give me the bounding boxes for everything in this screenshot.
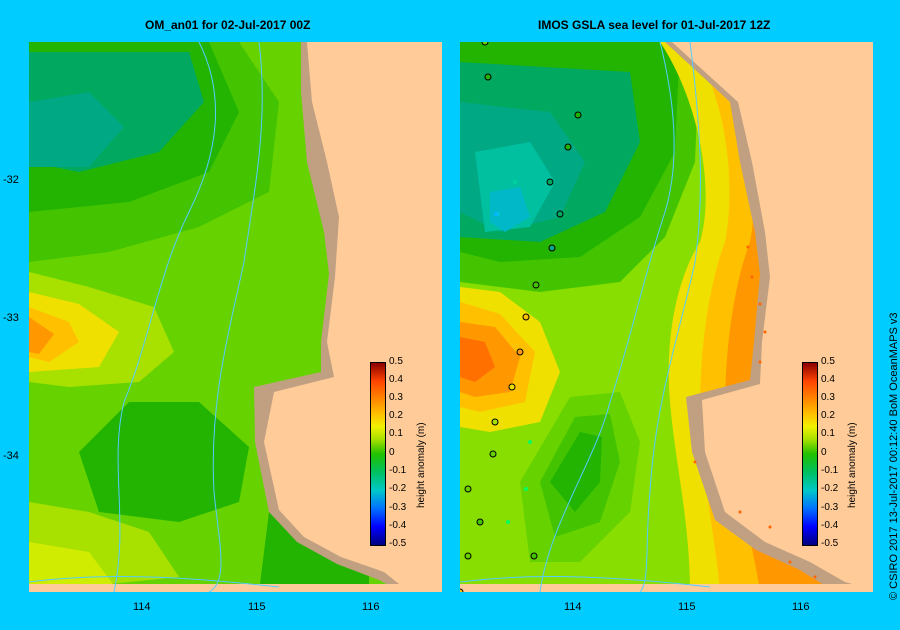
right-colorbar-label: height anomaly (m): [847, 422, 858, 508]
right-panel-title: IMOS GSLA sea level for 01-Jul-2017 12Z: [538, 18, 771, 32]
right-map[interactable]: [460, 42, 873, 592]
right-lon-label-114: 114: [564, 601, 582, 613]
right-colorbar-tick: -0.4: [821, 520, 839, 531]
lat-label-34: -34: [3, 450, 19, 462]
right-colorbar-tick: -0.3: [821, 502, 839, 513]
credit-text: © CSIRO 2017 13-Jul-2017 00:12:40 BoM Oc…: [888, 312, 900, 600]
right-colorbar-tick: 0.2: [821, 410, 835, 421]
lat-label-32: -32: [3, 174, 19, 186]
left-lon-label-115: 115: [248, 601, 266, 613]
right-colorbar-tick: 0.5: [821, 356, 835, 367]
left-colorbar-scale: [370, 362, 386, 546]
left-colorbar-tick: 0.1: [389, 428, 403, 439]
left-colorbar-tick: -0.4: [389, 520, 407, 531]
right-colorbar-tick: -0.5: [821, 538, 839, 549]
left-panel-title: OM_an01 for 02-Jul-2017 00Z: [145, 18, 311, 32]
left-colorbar-label: height anomaly (m): [416, 422, 427, 508]
left-map-canvas: [29, 42, 442, 592]
right-colorbar-tick: -0.2: [821, 483, 839, 494]
left-colorbar-tick: -0.5: [389, 538, 407, 549]
lat-label-33: -33: [3, 312, 19, 324]
left-colorbar-tick: 0.3: [389, 392, 403, 403]
right-lon-label-116: 116: [792, 601, 810, 613]
left-colorbar-tick: -0.2: [389, 483, 407, 494]
right-colorbar-tick: 0.4: [821, 374, 835, 385]
right-colorbar-tick: -0.1: [821, 465, 839, 476]
left-lon-label-116: 116: [362, 601, 380, 613]
right-colorbar-tick: 0: [821, 447, 827, 458]
left-colorbar-tick: 0.4: [389, 374, 403, 385]
left-colorbar-tick: -0.1: [389, 465, 407, 476]
left-colorbar-tick: 0: [389, 447, 395, 458]
right-lon-label-115: 115: [678, 601, 696, 613]
left-colorbar-tick: 0.5: [389, 356, 403, 367]
left-colorbar-tick: -0.3: [389, 502, 407, 513]
left-lon-label-114: 114: [133, 601, 151, 613]
left-colorbar-tick: 0.2: [389, 410, 403, 421]
right-colorbar-tick: 0.1: [821, 428, 835, 439]
right-colorbar-scale: [802, 362, 818, 546]
right-colorbar-tick: 0.3: [821, 392, 835, 403]
left-map[interactable]: [29, 42, 442, 592]
right-map-canvas: [460, 42, 873, 592]
